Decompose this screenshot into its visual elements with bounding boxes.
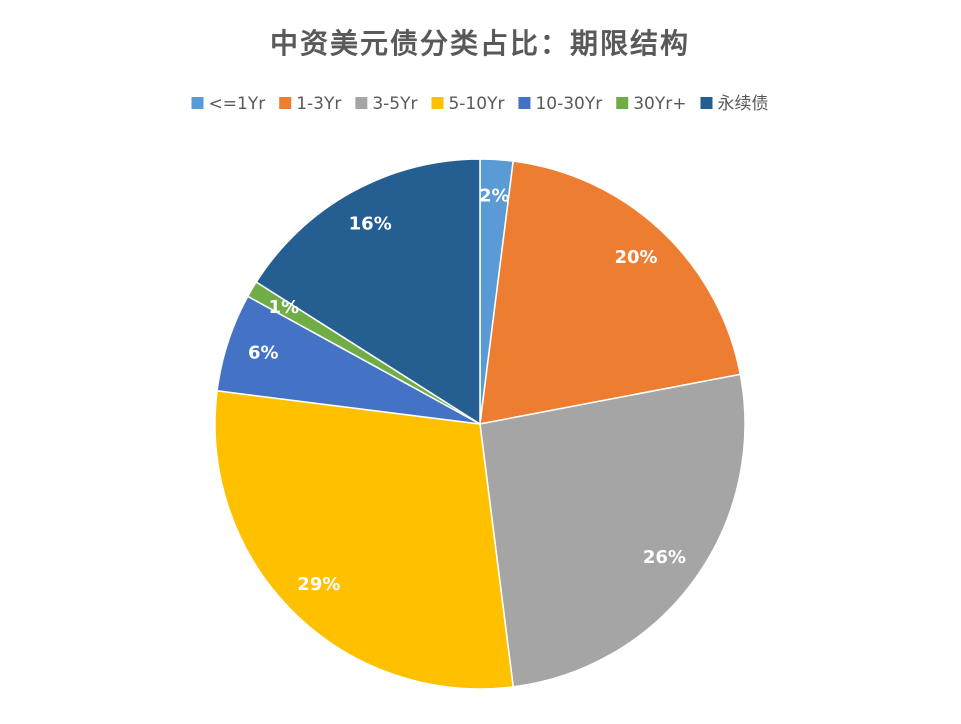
legend-label: 10-30Yr bbox=[535, 94, 602, 114]
data-label: 26% bbox=[643, 547, 686, 568]
legend-label: 3-5Yr bbox=[372, 94, 417, 114]
legend-swatch bbox=[700, 97, 713, 109]
pie-slice bbox=[479, 373, 746, 688]
legend-swatch bbox=[355, 97, 368, 109]
legend-label: 1-3Yr bbox=[296, 94, 341, 114]
data-label: 1% bbox=[269, 297, 300, 318]
data-label: 29% bbox=[297, 574, 340, 595]
legend: <=1Yr 1-3Yr 3-5Yr 5-10Yr 10-30Yr 30Yr+ 永续债 bbox=[191, 94, 768, 114]
legend-swatch bbox=[616, 97, 629, 109]
legend-label: 30Yr+ bbox=[633, 94, 686, 114]
pie-slice bbox=[255, 158, 481, 426]
pie-slice bbox=[479, 160, 742, 425]
chart-title: 中资美元债分类占比：期限结构 bbox=[270, 27, 690, 60]
legend-swatch bbox=[279, 97, 292, 109]
pie-slice bbox=[214, 389, 515, 690]
data-label: 6% bbox=[248, 343, 279, 364]
legend-swatch bbox=[518, 97, 531, 109]
data-label: 16% bbox=[349, 213, 392, 234]
legend-swatch bbox=[431, 97, 444, 109]
legend-label: 永续债 bbox=[717, 94, 768, 114]
data-label: 2% bbox=[479, 186, 510, 207]
legend-swatch bbox=[191, 97, 204, 109]
data-label: 20% bbox=[614, 247, 657, 268]
legend-label: 5-10Yr bbox=[448, 94, 504, 114]
legend-label: <=1Yr bbox=[209, 94, 266, 114]
